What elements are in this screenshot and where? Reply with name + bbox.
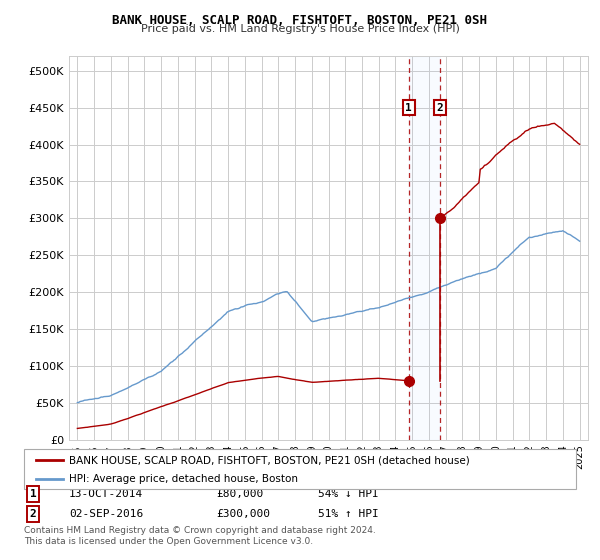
- Text: 2: 2: [29, 509, 37, 519]
- Text: 54% ↓ HPI: 54% ↓ HPI: [318, 489, 379, 499]
- Text: BANK HOUSE, SCALP ROAD, FISHTOFT, BOSTON, PE21 0SH: BANK HOUSE, SCALP ROAD, FISHTOFT, BOSTON…: [113, 14, 487, 27]
- Text: Contains HM Land Registry data © Crown copyright and database right 2024.: Contains HM Land Registry data © Crown c…: [24, 526, 376, 535]
- Text: HPI: Average price, detached house, Boston: HPI: Average price, detached house, Bost…: [69, 474, 298, 484]
- Text: 1: 1: [29, 489, 37, 499]
- Text: 13-OCT-2014: 13-OCT-2014: [69, 489, 143, 499]
- Text: 2: 2: [437, 102, 443, 113]
- Text: 02-SEP-2016: 02-SEP-2016: [69, 509, 143, 519]
- Text: £300,000: £300,000: [216, 509, 270, 519]
- Text: BANK HOUSE, SCALP ROAD, FISHTOFT, BOSTON, PE21 0SH (detached house): BANK HOUSE, SCALP ROAD, FISHTOFT, BOSTON…: [69, 455, 470, 465]
- Text: This data is licensed under the Open Government Licence v3.0.: This data is licensed under the Open Gov…: [24, 537, 313, 546]
- Text: 51% ↑ HPI: 51% ↑ HPI: [318, 509, 379, 519]
- Bar: [409, 56, 440, 440]
- Text: Price paid vs. HM Land Registry's House Price Index (HPI): Price paid vs. HM Land Registry's House …: [140, 24, 460, 34]
- Text: 1: 1: [406, 102, 412, 113]
- Text: £80,000: £80,000: [216, 489, 263, 499]
